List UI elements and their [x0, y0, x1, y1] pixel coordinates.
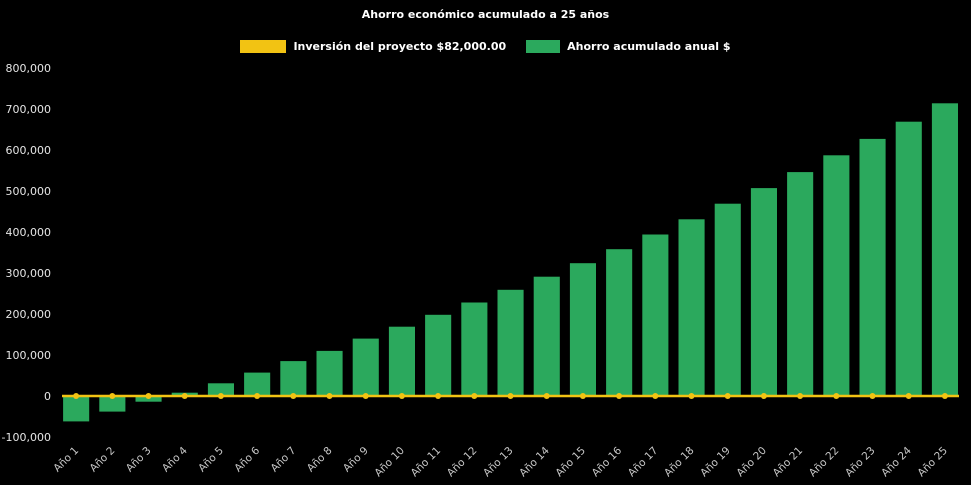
- investment-marker: [362, 393, 369, 399]
- bar-año-25: [931, 103, 958, 397]
- bar-año-8: [316, 350, 343, 396]
- investment-marker: [905, 393, 912, 399]
- x-tick-label: Año 21: [771, 445, 806, 480]
- x-tick-label: Año 13: [481, 445, 516, 480]
- investment-marker: [797, 393, 804, 399]
- x-tick-label: Año 17: [626, 445, 661, 480]
- y-tick-label: 300,000: [6, 267, 52, 280]
- bar-año-5: [207, 383, 234, 396]
- x-tick-label: Año 8: [305, 445, 335, 475]
- x-tick-label: Año 4: [160, 444, 190, 474]
- x-tick-label: Año 10: [372, 445, 407, 480]
- investment-marker: [760, 393, 767, 399]
- x-tick-label: Año 2: [88, 445, 118, 475]
- investment-marker: [724, 393, 731, 399]
- y-tick-label: 400,000: [6, 226, 52, 239]
- x-tick-label: Año 22: [807, 445, 842, 480]
- legend-swatch-investment-icon: [240, 40, 287, 53]
- x-tick-label: Año 19: [698, 445, 733, 480]
- legend-label-savings: Ahorro acumulado anual $: [567, 40, 731, 53]
- x-tick-label: Año 9: [341, 445, 371, 475]
- investment-marker: [507, 393, 514, 399]
- x-tick-label: Año 7: [269, 445, 299, 475]
- legend-swatch-savings-icon: [526, 40, 561, 53]
- investment-marker: [543, 393, 550, 399]
- x-tick-label: Año 23: [843, 445, 878, 480]
- legend-item-investment: Inversión del proyecto $82,000.00: [240, 40, 506, 53]
- y-tick-label: 700,000: [6, 103, 52, 116]
- bar-año-17: [642, 234, 669, 396]
- bar-año-21: [787, 172, 814, 396]
- investment-marker: [688, 393, 695, 399]
- investment-marker: [73, 393, 80, 399]
- x-tick-label: Año 15: [553, 445, 588, 480]
- investment-marker: [652, 393, 659, 399]
- bar-año-2: [99, 396, 126, 412]
- x-tick-label: Año 11: [409, 445, 444, 480]
- bar-año-20: [750, 188, 777, 396]
- x-tick-label: Año 25: [915, 445, 950, 480]
- investment-marker: [833, 393, 840, 399]
- investment-marker: [579, 393, 586, 399]
- investment-marker: [941, 393, 948, 399]
- x-tick-label: Año 20: [734, 445, 769, 480]
- bar-año-16: [606, 249, 633, 396]
- y-tick-label: 200,000: [6, 308, 52, 321]
- investment-marker: [435, 393, 442, 399]
- bar-año-15: [569, 263, 596, 396]
- investment-marker: [217, 393, 224, 399]
- bar-año-11: [425, 314, 452, 396]
- investment-marker: [254, 393, 261, 399]
- y-tick-label: 0: [44, 390, 51, 403]
- investment-marker: [471, 393, 478, 399]
- legend-item-savings: Ahorro acumulado anual $: [526, 40, 731, 53]
- bar-año-6: [244, 372, 271, 396]
- bar-año-18: [678, 219, 705, 396]
- x-tick-label: Año 14: [517, 444, 552, 479]
- y-tick-label: -100,000: [2, 431, 51, 444]
- bar-año-7: [280, 361, 307, 396]
- bar-año-19: [714, 203, 741, 396]
- y-tick-label: 100,000: [6, 349, 52, 362]
- bar-año-14: [533, 276, 560, 396]
- investment-marker: [145, 393, 152, 399]
- y-tick-label: 800,000: [6, 62, 52, 75]
- bar-año-13: [497, 289, 524, 396]
- investment-marker: [616, 393, 623, 399]
- investment-marker: [398, 393, 405, 399]
- legend: Inversión del proyecto $82,000.00 Ahorro…: [0, 40, 971, 53]
- x-tick-label: Año 12: [445, 445, 480, 480]
- x-tick-label: Año 16: [590, 444, 625, 479]
- x-tick-label: Año 24: [879, 444, 914, 479]
- bar-año-12: [461, 302, 488, 396]
- bar-año-9: [352, 338, 379, 396]
- bar-año-10: [388, 326, 415, 396]
- investment-marker: [869, 393, 876, 399]
- x-tick-label: Año 6: [232, 444, 262, 474]
- x-tick-label: Año 3: [124, 445, 154, 475]
- x-tick-label: Año 18: [662, 445, 697, 480]
- investment-marker: [109, 393, 116, 399]
- x-tick-label: Año 1: [51, 445, 81, 475]
- bar-año-22: [823, 155, 850, 396]
- chart-title: Ahorro económico acumulado a 25 años: [361, 8, 610, 21]
- y-tick-label: 600,000: [6, 144, 52, 157]
- bar-año-24: [895, 121, 922, 396]
- bar-año-1: [63, 396, 90, 422]
- y-tick-label: 500,000: [6, 185, 52, 198]
- x-tick-label: Año 5: [196, 445, 226, 475]
- investment-marker: [326, 393, 333, 399]
- bar-año-23: [859, 138, 886, 396]
- investment-marker: [290, 393, 297, 399]
- investment-marker: [181, 393, 188, 399]
- legend-label-investment: Inversión del proyecto $82,000.00: [293, 40, 507, 53]
